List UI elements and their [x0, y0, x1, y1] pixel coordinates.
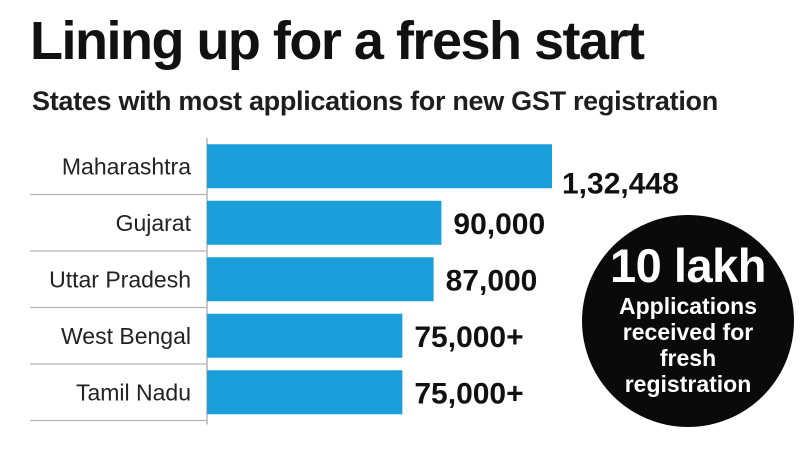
- value-label: 1,32,448: [562, 167, 679, 200]
- bar: [207, 257, 434, 302]
- value-label: 75,000+: [414, 377, 523, 410]
- bar: [207, 200, 442, 245]
- category-label: West Bengal: [61, 323, 191, 349]
- value-label: 75,000+: [414, 321, 523, 354]
- chart-subtitle: States with most applications for new GS…: [32, 86, 718, 116]
- category-label: Maharashtra: [62, 153, 191, 179]
- category-label: Gujarat: [116, 210, 192, 236]
- category-label: Tamil Nadu: [76, 379, 191, 405]
- chart-title: Lining up for a fresh start: [30, 11, 645, 71]
- total-applications-callout: 10 lakh Applications received for fresh …: [582, 215, 794, 427]
- value-label: 90,000: [453, 208, 545, 241]
- bar: [207, 313, 403, 358]
- callout-text: Applications received for fresh registra…: [618, 293, 757, 397]
- bar: [207, 144, 552, 189]
- callout-value: 10 lakh: [610, 239, 766, 292]
- bar: [207, 370, 403, 415]
- category-label: Uttar Pradesh: [49, 266, 191, 292]
- value-label: 87,000: [446, 264, 538, 297]
